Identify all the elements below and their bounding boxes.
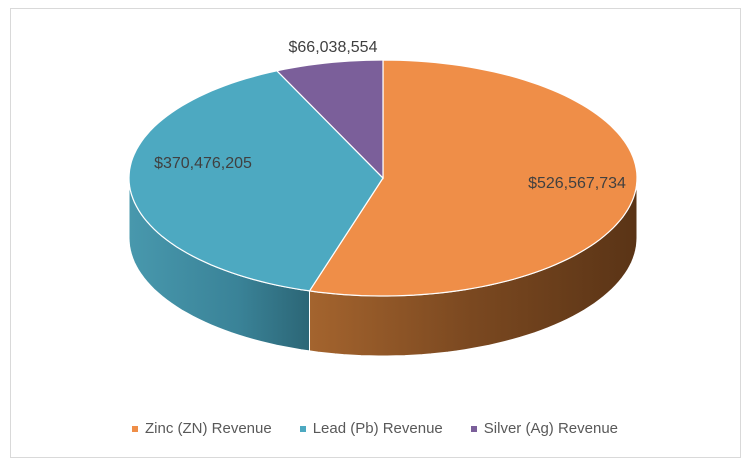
legend-swatch: [131, 425, 138, 432]
legend-label: Zinc (ZN) Revenue: [144, 420, 272, 437]
pie-slice-lead: [128, 70, 384, 292]
chart-frame: [10, 8, 741, 458]
legend-item-silver: Silver (Ag) Revenue: [470, 420, 619, 437]
legend-swatch: [299, 425, 306, 432]
legend-item-zinc: Zinc (ZN) Revenue: [131, 420, 272, 437]
pie-slice-silver: [275, 59, 384, 180]
legend-label: Lead (Pb) Revenue: [312, 420, 443, 437]
legend-swatch: [470, 425, 477, 432]
legend-label: Silver (Ag) Revenue: [483, 420, 619, 437]
pie-slice-zinc: [308, 59, 638, 297]
data-label-silver: $66,038,554: [289, 39, 378, 56]
legend-item-lead: Lead (Pb) Revenue: [299, 420, 443, 437]
data-label-lead: $370,476,205: [154, 155, 252, 172]
data-label-zinc: $526,567,734: [528, 175, 626, 192]
legend: Zinc (ZN) Revenue Lead (Pb) Revenue Silv…: [0, 420, 750, 437]
